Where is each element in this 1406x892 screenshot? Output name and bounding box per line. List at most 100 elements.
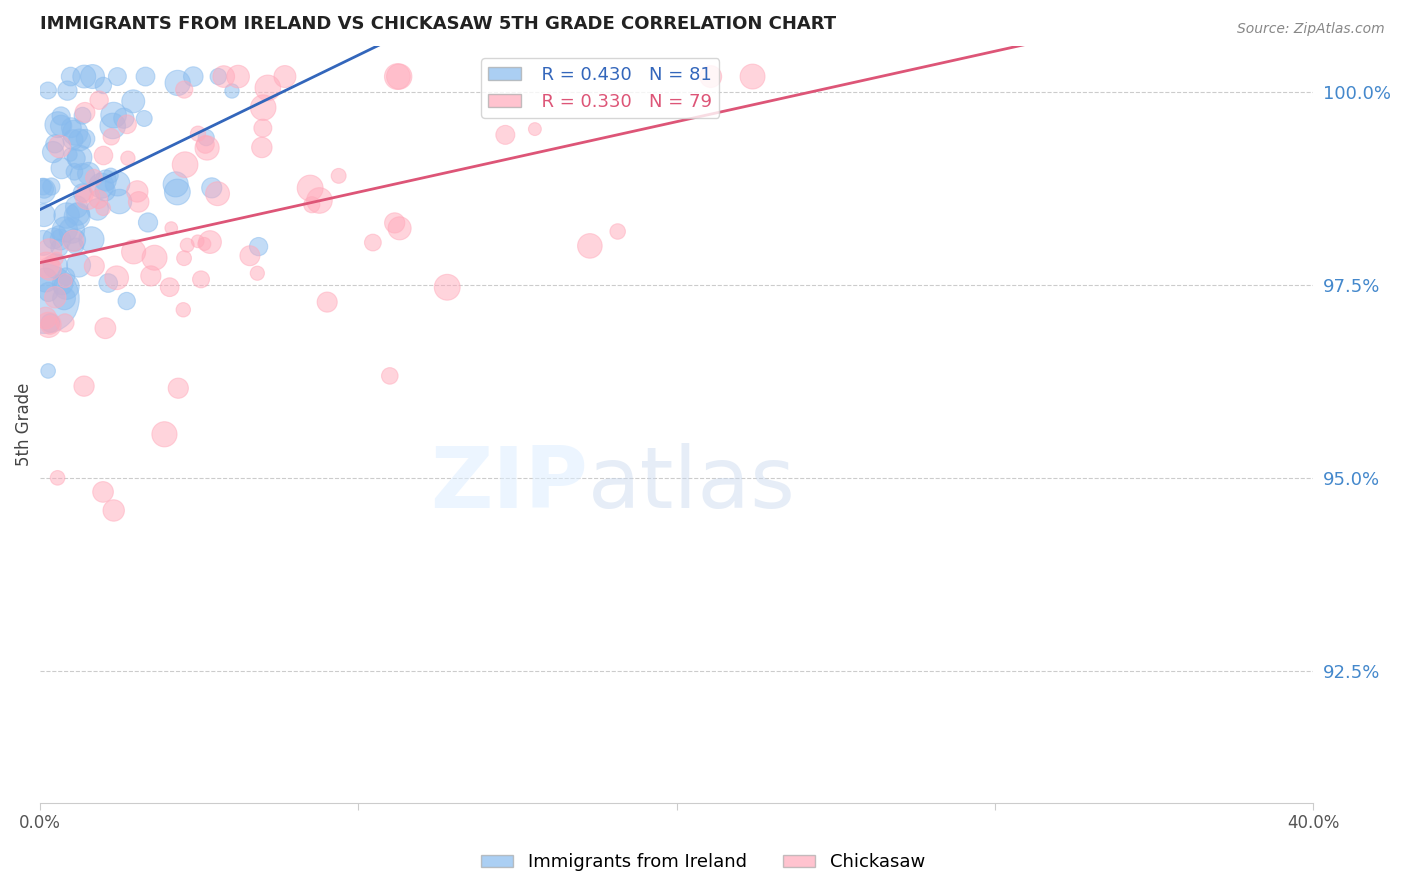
Point	[115, 117, 138, 131]
Text: IMMIGRANTS FROM IRELAND VS CHICKASAW 5TH GRADE CORRELATION CHART: IMMIGRANTS FROM IRELAND VS CHICKASAW 5TH…	[39, 15, 837, 33]
Point	[122, 244, 145, 259]
Point	[523, 122, 546, 136]
Point	[63, 233, 86, 247]
Point	[55, 279, 77, 293]
Point	[63, 126, 86, 140]
Point	[134, 112, 156, 126]
Point	[60, 223, 83, 237]
Point	[72, 109, 94, 123]
Point	[226, 70, 249, 84]
Point	[579, 239, 602, 253]
Point	[65, 151, 87, 165]
Point	[176, 238, 198, 252]
Point	[46, 118, 69, 132]
Point	[34, 311, 56, 326]
Point	[65, 239, 87, 253]
Point	[108, 194, 131, 209]
Point	[44, 290, 66, 304]
Point	[60, 120, 83, 135]
Point	[195, 130, 218, 145]
Point	[252, 101, 274, 115]
Point	[127, 185, 149, 199]
Point	[190, 272, 212, 286]
Point	[247, 239, 270, 253]
Text: ZIP: ZIP	[430, 443, 588, 526]
Point	[42, 231, 65, 245]
Point	[139, 268, 162, 283]
Point	[316, 295, 339, 310]
Point	[143, 251, 166, 265]
Legend: Immigrants from Ireland, Chickasaw: Immigrants from Ireland, Chickasaw	[474, 847, 932, 879]
Point	[49, 233, 72, 247]
Point	[80, 232, 103, 246]
Point	[53, 222, 76, 236]
Point	[201, 181, 224, 195]
Point	[246, 266, 269, 280]
Point	[49, 109, 72, 123]
Point	[66, 210, 89, 224]
Point	[494, 128, 516, 142]
Point	[166, 185, 188, 199]
Point	[94, 321, 117, 335]
Point	[252, 121, 274, 136]
Point	[72, 169, 94, 183]
Point	[32, 179, 55, 194]
Point	[77, 167, 100, 181]
Point	[51, 161, 73, 176]
Point	[105, 270, 128, 285]
Point	[256, 81, 278, 95]
Y-axis label: 5th Grade: 5th Grade	[15, 383, 32, 466]
Point	[207, 186, 229, 201]
Point	[250, 140, 273, 154]
Point	[128, 194, 150, 209]
Point	[69, 133, 91, 147]
Point	[48, 139, 70, 153]
Point	[117, 151, 139, 165]
Point	[101, 119, 124, 133]
Point	[48, 241, 70, 255]
Point	[62, 234, 84, 248]
Point	[194, 137, 217, 152]
Point	[35, 258, 58, 272]
Point	[83, 170, 105, 185]
Point	[91, 201, 114, 215]
Point	[207, 70, 229, 84]
Point	[328, 169, 350, 183]
Point	[387, 70, 409, 84]
Point	[308, 194, 330, 208]
Point	[173, 251, 195, 265]
Point	[51, 277, 73, 292]
Point	[100, 129, 122, 144]
Point	[83, 259, 105, 273]
Point	[115, 293, 138, 308]
Point	[112, 112, 135, 126]
Point	[153, 427, 176, 442]
Point	[274, 70, 297, 84]
Point	[34, 292, 56, 306]
Point	[55, 209, 77, 223]
Point	[75, 132, 97, 146]
Legend:   R = 0.430   N = 81,   R = 0.330   N = 79: R = 0.430 N = 81, R = 0.330 N = 79	[481, 59, 720, 118]
Point	[37, 364, 59, 378]
Point	[212, 70, 235, 84]
Point	[67, 207, 90, 221]
Point	[44, 136, 66, 151]
Point	[42, 145, 65, 159]
Point	[62, 133, 84, 147]
Point	[56, 84, 79, 98]
Point	[700, 70, 723, 84]
Point	[378, 368, 401, 383]
Point	[48, 226, 70, 240]
Point	[122, 95, 145, 109]
Point	[181, 70, 204, 84]
Point	[299, 181, 322, 195]
Point	[187, 235, 209, 249]
Point	[436, 280, 458, 294]
Point	[166, 76, 188, 90]
Point	[63, 165, 86, 179]
Point	[100, 169, 122, 183]
Point	[72, 186, 94, 200]
Point	[53, 292, 76, 306]
Point	[53, 316, 76, 330]
Point	[388, 70, 411, 84]
